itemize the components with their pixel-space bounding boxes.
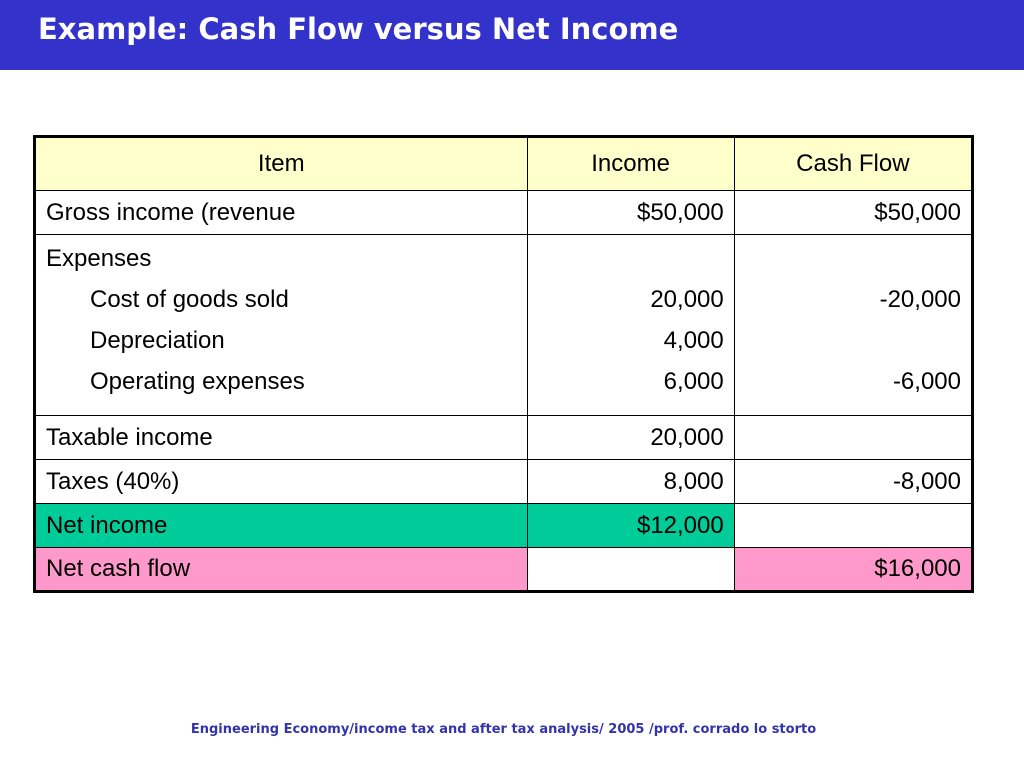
cogs-cash: -20,000: [879, 286, 961, 313]
expenses-cash: [745, 243, 961, 284]
cell-expenses-items: Expenses Cost of goods sold Depreciation…: [34, 234, 528, 416]
table-row-expenses: Expenses Cost of goods sold Depreciation…: [34, 234, 974, 416]
cell-income: 20,000: [526, 415, 735, 460]
expenses-income: [538, 243, 724, 284]
cell-income: $12,000: [526, 503, 735, 548]
cell-income: $50,000: [526, 190, 735, 235]
cash-flow-table: Item Income Cash Flow Gross income (reve…: [33, 135, 974, 593]
cell-cash-flow: $50,000: [733, 190, 974, 235]
header-cash-flow: Cash Flow: [733, 136, 974, 191]
depreciation-income: 4,000: [663, 327, 724, 354]
slide-footer: Engineering Economy/income tax and after…: [190, 722, 817, 737]
cell-item: Taxable income: [34, 415, 528, 460]
cell-item: Gross income (revenue: [34, 190, 528, 235]
cell-income: [526, 547, 735, 592]
depreciation-label: Depreciation: [90, 327, 225, 354]
cogs-label: Cost of goods sold: [90, 286, 289, 313]
cell-expenses-cash: -20,000 -6,000: [733, 234, 974, 416]
table-row-net-cash-flow: Net cash flow $16,000: [34, 547, 974, 592]
cell-cash-flow: $16,000: [733, 547, 974, 592]
table-row-gross-income: Gross income (revenue $50,000 $50,000: [34, 190, 974, 235]
table-row-taxable-income: Taxable income 20,000: [34, 415, 974, 460]
opex-label: Operating expenses: [90, 368, 305, 395]
cell-cash-flow: [733, 503, 974, 548]
title-bar: Example: Cash Flow versus Net Income: [0, 0, 1024, 70]
cell-cash-flow: -8,000: [733, 459, 974, 504]
cogs-income: 20,000: [650, 286, 724, 313]
header-row: Item Income Cash Flow: [34, 136, 974, 191]
opex-cash: -6,000: [892, 368, 961, 395]
cell-item: Taxes (40%): [34, 459, 528, 504]
header-income: Income: [526, 136, 735, 191]
slide-title: Example: Cash Flow versus Net Income: [38, 12, 679, 46]
cell-cash-flow: [733, 415, 974, 460]
cell-item: Net income: [34, 503, 528, 548]
cell-income: 8,000: [526, 459, 735, 504]
expenses-label: Expenses: [46, 245, 152, 272]
cell-item: Net cash flow: [34, 547, 528, 592]
opex-income: 6,000: [663, 368, 724, 395]
cell-expenses-income: 20,000 4,000 6,000: [526, 234, 735, 416]
header-item: Item: [34, 136, 528, 191]
table-row-net-income: Net income $12,000: [34, 503, 974, 548]
depreciation-cash: [745, 325, 961, 366]
table-row-taxes: Taxes (40%) 8,000 -8,000: [34, 459, 974, 504]
